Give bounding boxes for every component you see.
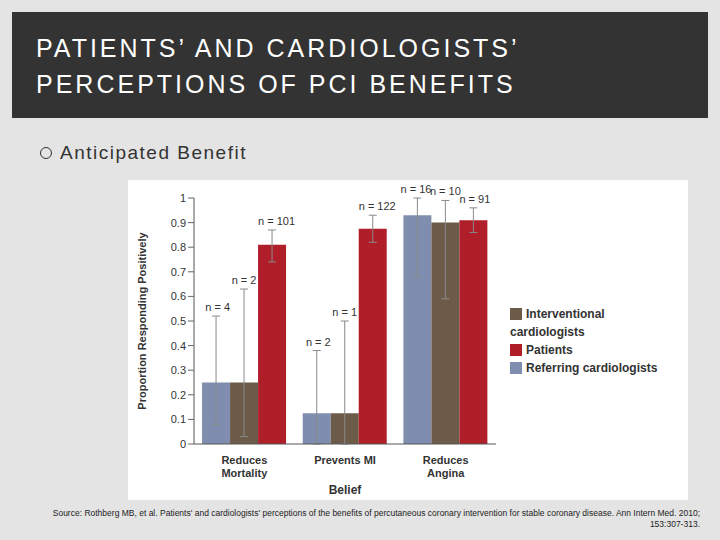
svg-text:1: 1 [180, 192, 186, 204]
svg-text:n = 1: n = 1 [332, 306, 357, 318]
svg-text:0: 0 [180, 438, 186, 450]
svg-text:Prevents MI: Prevents MI [314, 454, 376, 466]
svg-text:n = 10: n = 10 [430, 185, 461, 197]
svg-text:0.4: 0.4 [171, 340, 186, 352]
svg-text:0.5: 0.5 [171, 315, 186, 327]
svg-text:n = 101: n = 101 [258, 215, 295, 227]
svg-text:n = 16: n = 16 [400, 183, 431, 195]
svg-text:0.9: 0.9 [171, 217, 186, 229]
svg-text:n = 122: n = 122 [359, 200, 396, 212]
svg-text:n = 4: n = 4 [205, 301, 230, 313]
svg-text:ReducesMortality: ReducesMortality [221, 454, 268, 479]
svg-text:0.3: 0.3 [171, 364, 186, 376]
html-text:Patients: Patients [526, 343, 573, 357]
svg-text:Proportion Responding Positive: Proportion Responding Positively [136, 232, 148, 410]
svg-text:0.1: 0.1 [171, 413, 186, 425]
svg-text:0.2: 0.2 [171, 389, 186, 401]
svg-text:0.8: 0.8 [171, 241, 186, 253]
svg-text:n = 91: n = 91 [459, 193, 490, 205]
svg-text:ReducesAngina: ReducesAngina [423, 454, 469, 479]
html-text:Anticipated Benefit: Anticipated Benefit [60, 142, 247, 163]
svg-text:n = 2: n = 2 [232, 274, 257, 286]
svg-text:Belief: Belief [329, 483, 363, 497]
svg-text:0.7: 0.7 [171, 266, 186, 278]
html-text:Interventional cardiologists: Interventional cardiologists [510, 307, 605, 339]
html-text:Referring cardiologists: Referring cardiologists [526, 361, 658, 375]
svg-text:0.6: 0.6 [171, 290, 186, 302]
svg-text:n = 2: n = 2 [306, 336, 331, 348]
html-text:Source: Rothberg MB, et al. Pa: Source: Rothberg MB, et al. Patients' an… [52, 508, 700, 529]
html-text:PATIENTS’ AND CARDIOLOGISTS’ P: PATIENTS’ AND CARDIOLOGISTS’ PERCEPTIONS… [36, 34, 519, 98]
